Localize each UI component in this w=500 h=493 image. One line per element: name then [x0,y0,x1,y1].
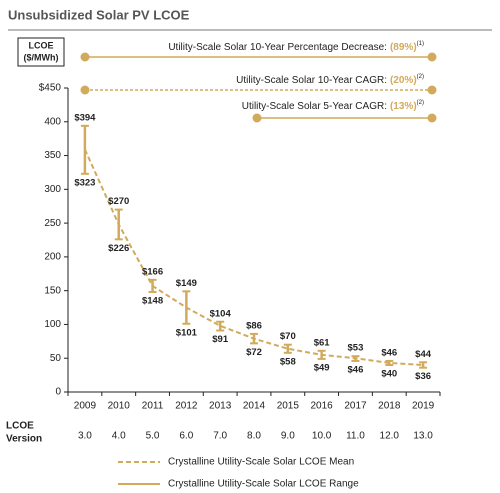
version-value: 12.0 [380,431,400,442]
high-label: $46 [381,347,397,358]
version-value: 9.0 [281,431,295,442]
high-label: $104 [210,308,232,319]
high-label: $53 [348,343,364,354]
low-label: $101 [176,327,198,338]
x-tick-label: 2019 [412,401,435,412]
annotation-dot [80,52,90,62]
x-tick-label: 2016 [311,401,334,412]
annotation-note: (1) [417,41,424,47]
annotation-value: (89%) [390,42,417,53]
high-label: $149 [176,278,197,289]
version-label: Version [6,434,42,445]
x-tick-label: 2017 [344,401,367,412]
high-label: $166 [142,266,163,277]
legend-label: Crystalline Utility-Scale Solar LCOE Mea… [168,457,354,468]
annotation-text: Utility-Scale Solar 10-Year CAGR: [236,75,387,86]
y-tick-label: 200 [44,252,61,263]
x-tick-label: 2011 [142,401,164,412]
version-value: 10.0 [312,431,332,442]
annotation-note: (2) [417,100,424,106]
annotation-dot [427,52,437,62]
version-value: 3.0 [78,431,92,442]
version-value: 11.0 [346,431,365,442]
low-label: $40 [381,368,397,379]
high-label: $44 [415,349,432,360]
x-tick-label: 2013 [209,401,232,412]
y-tick-label: 0 [55,387,61,398]
y-tick-label: 350 [44,150,61,161]
y-tick-label: 300 [44,184,61,195]
version-value: 5.0 [146,431,160,442]
annotation-text: Utility-Scale Solar 5-Year CAGR: [242,101,387,112]
annotation-dot [427,85,437,95]
version-value: 8.0 [247,431,261,442]
annotation-text: Utility-Scale Solar 10-Year Percentage D… [168,42,387,53]
annotation: Utility-Scale Solar 10-Year CAGR: (20%)(2… [236,74,424,86]
y-tick-label: 150 [44,285,61,296]
y-label: ($/MWh) [24,52,59,62]
low-label: $226 [108,243,129,254]
y-tick-label: 250 [44,218,61,229]
version-value: 7.0 [213,431,227,442]
low-label: $323 [74,177,95,188]
x-tick-label: 2010 [108,401,131,412]
y-label: LCOE [28,40,53,50]
version-value: 6.0 [179,431,193,442]
high-label: $86 [246,320,262,331]
annotation-dot [252,113,262,123]
annotation-value: (13%) [390,101,417,112]
x-tick-label: 2009 [74,401,97,412]
annotation-dot [80,85,90,95]
low-label: $91 [212,334,229,345]
version-label: LCOE [6,421,34,432]
annotation: Utility-Scale Solar 10-Year Percentage D… [168,41,424,53]
low-label: $148 [142,296,163,307]
low-label: $46 [348,364,364,375]
x-tick-label: 2015 [277,401,300,412]
high-label: $61 [314,337,331,348]
high-label: $394 [74,112,96,123]
y-label-box [17,37,65,67]
chart-title: Unsubsidized Solar PV LCOE [8,7,190,22]
y-tick-label: 100 [44,319,61,330]
low-label: $49 [314,362,330,373]
x-tick-label: 2012 [175,401,198,412]
x-tick-label: 2014 [243,401,266,412]
version-value: 4.0 [112,431,126,442]
low-label: $58 [280,356,296,367]
high-label: $70 [280,331,296,342]
mean-line [83,149,424,366]
y-tick-label: 400 [44,116,61,127]
legend-label: Crystalline Utility-Scale Solar LCOE Ran… [168,479,359,490]
x-tick-label: 2018 [378,401,401,412]
annotation-note: (2) [417,74,424,80]
annotation: Utility-Scale Solar 5-Year CAGR: (13%)(2) [242,100,424,112]
high-label: $270 [108,196,129,207]
y-tick-label: $450 [39,83,62,94]
y-tick-label: 50 [50,353,62,364]
annotation-dot [427,113,437,123]
annotation-value: (20%) [390,75,417,86]
low-label: $36 [415,371,431,382]
version-value: 13.0 [413,431,433,442]
low-label: $72 [246,347,262,358]
